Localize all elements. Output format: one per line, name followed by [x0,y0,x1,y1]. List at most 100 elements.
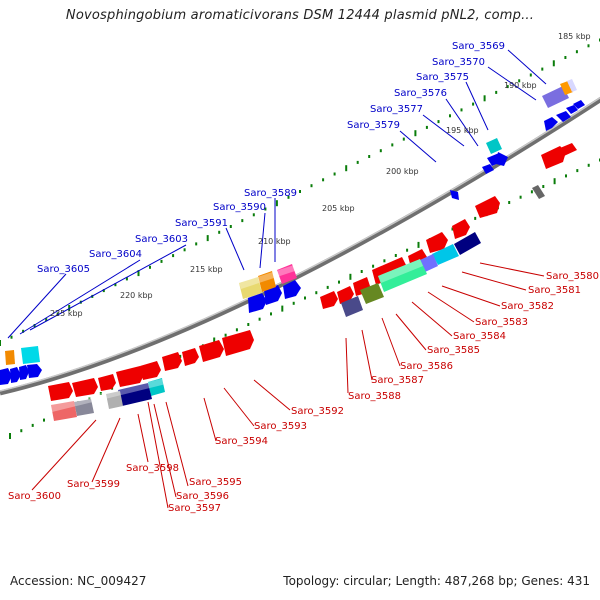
minor-tick [338,280,340,284]
reverse-gene [222,330,254,356]
minor-tick [565,174,567,178]
leader-line [445,98,479,147]
feature-block [118,383,152,406]
minor-tick [564,56,567,59]
leader-line [461,271,527,291]
gene-label-bottom: Saro_3582 [501,301,554,312]
leader-line [153,403,177,498]
feature-block [454,232,481,255]
forward-gene [19,365,29,380]
gene-label-bottom: Saro_3592 [291,406,344,417]
gene-label-bottom: Saro_3581 [528,285,581,296]
reverse-gene [140,361,161,380]
gloss [378,259,423,283]
reverse-gene [475,196,500,218]
gene-label-top: Saro_3577 [370,104,423,115]
gene-label-bottom: Saro_3600 [8,491,61,502]
leader-line [441,285,501,307]
leader-line [91,417,121,483]
minor-tick [299,190,301,193]
minor-tick [587,163,590,167]
gene-label-top: Saro_3604 [89,249,142,260]
feature-block [74,399,94,416]
feature-block [277,264,297,284]
leader-line [137,413,149,463]
minor-tick [43,418,45,422]
leader-line [253,379,291,411]
reverse-gene [48,382,73,401]
block-gloss [51,259,423,412]
major-tick [483,95,486,102]
gene-label-bottom: Saro_3587 [371,375,424,386]
feature-block [148,378,165,396]
gene-label-top: Saro_3603 [135,234,188,245]
reverse-genes [48,143,577,401]
leader-line [29,244,187,331]
forward-gene [573,100,585,109]
major-tick [349,273,352,280]
kbp-label: 185 kbp [558,32,591,41]
feature-block [567,79,577,92]
minor-tick [264,207,267,211]
gene-label-top: Saro_3591 [175,218,228,229]
minor-tick [451,227,454,231]
minor-tick [541,67,544,71]
minor-tick [149,265,151,269]
forward-gene [482,164,494,174]
minor-tick [372,264,375,268]
minor-tick [172,254,175,258]
leader-line [395,313,427,351]
gene-label-top: Saro_3570 [432,57,485,68]
leader-line [223,387,255,427]
major-tick [414,130,417,137]
minor-tick [183,248,186,252]
minor-tick [406,248,409,252]
backbone-arc [0,96,600,396]
major-tick [417,241,420,248]
kbp-label: 195 kbp [446,126,479,135]
minor-tick [333,172,336,176]
kbp-label: 205 kbp [322,204,355,213]
forward-gene [556,111,571,122]
leader-line [411,301,453,337]
feature-block [420,254,438,272]
leader-line [7,273,67,339]
minor-tick [518,79,521,83]
minor-tick [114,283,117,287]
minor-tick [304,296,306,300]
leader-line [19,259,141,335]
forward-gene [0,368,12,385]
major-tick [68,305,71,311]
gene-label-top: Saro_3576 [394,88,447,99]
feature-block [341,296,363,317]
gene-label-bottom: Saro_3594 [215,436,268,447]
minor-tick [383,259,386,263]
major-tick [553,178,556,185]
minor-tick [287,195,290,199]
gene-label-bottom: Saro_3588 [348,391,401,402]
gene-label-bottom: Saro_3586 [400,361,453,372]
gene-label-bottom: Saro_3599 [67,479,120,490]
minor-tick [394,254,397,257]
minor-tick [391,143,394,147]
map-title: Novosphingobium aromaticivorans DSM 1244… [65,8,535,23]
reverse-gene [98,374,116,391]
gloss [51,378,166,412]
minor-tick [160,259,163,263]
forward-gene [10,367,21,383]
top-leader-lines [7,49,547,339]
reverse-gene [199,340,224,362]
minor-tick [10,335,13,339]
gene-label-top: Saro_3569 [452,41,505,52]
feature-block [51,401,77,421]
forward-gene [544,117,558,131]
feature-block [532,185,545,199]
leader-line [381,317,401,367]
reverse-gene [320,291,338,309]
minor-tick [270,312,272,316]
forward-gene [566,105,578,114]
minor-tick [315,291,318,295]
minor-tick [530,190,533,194]
feature-block [106,391,123,409]
minor-tick [402,137,405,141]
